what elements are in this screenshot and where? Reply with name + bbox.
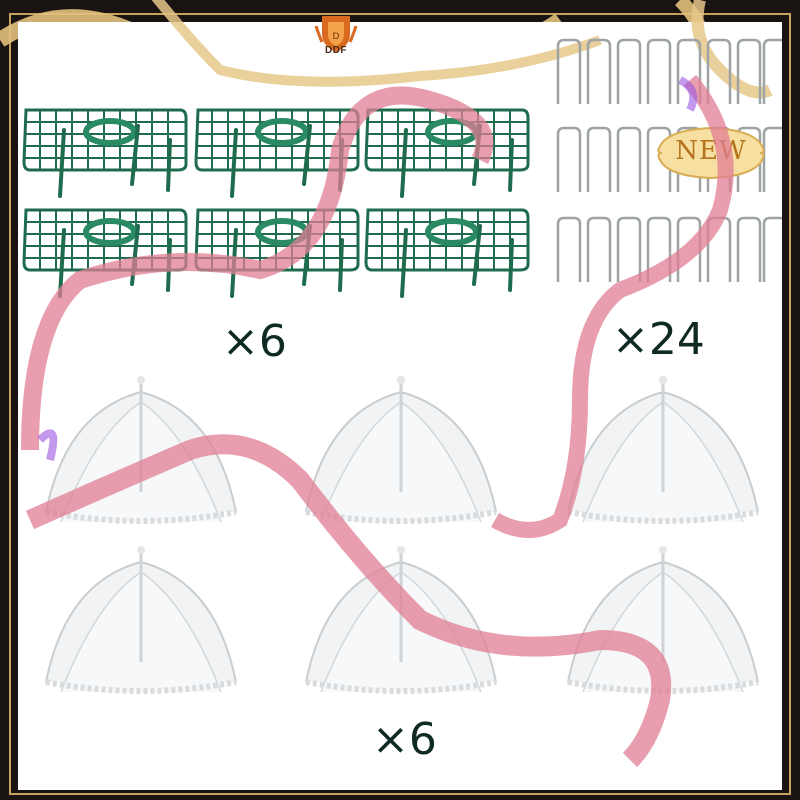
mesh-food-cover-tent-icon	[286, 372, 516, 532]
new-badge-text: NEW	[675, 136, 747, 166]
cover-quantity-label: ×6	[372, 714, 437, 765]
plant-support-grid-icon	[362, 104, 532, 204]
plant-support-grid-icon	[192, 204, 362, 304]
grid-quantity-label: ×6	[222, 316, 287, 367]
pin-quantity-label: ×24	[612, 314, 705, 365]
shield-crest-icon: D	[314, 16, 358, 52]
mesh-food-cover-tent-icon	[26, 372, 256, 532]
svg-text:D: D	[333, 32, 340, 42]
plant-support-grid-icon	[20, 104, 190, 204]
mesh-food-cover-tent-icon	[548, 372, 778, 532]
mesh-food-cover-tent-icon	[26, 542, 256, 702]
mesh-food-cover-tent-icon	[286, 542, 516, 702]
brand-logo-text: DDF	[324, 45, 348, 56]
plant-support-grid-icon	[192, 104, 362, 204]
plant-support-grid-icon	[362, 204, 532, 304]
plant-support-grid-icon	[20, 204, 190, 304]
mesh-food-cover-tent-icon	[548, 542, 778, 702]
